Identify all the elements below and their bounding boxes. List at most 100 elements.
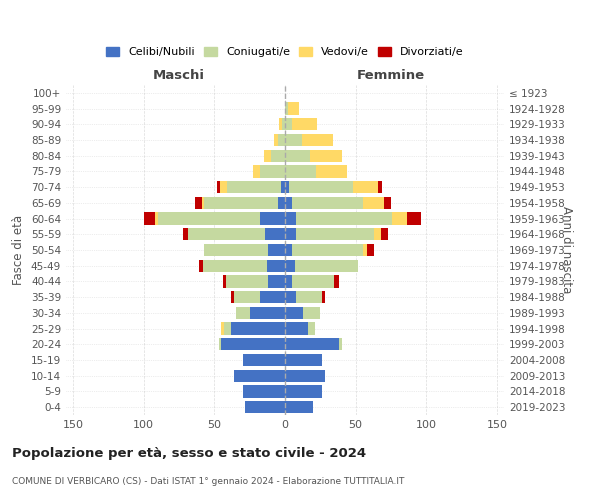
Bar	[285, 150, 310, 162]
Bar	[234, 291, 260, 304]
Bar	[253, 166, 260, 177]
Bar	[226, 276, 268, 287]
Bar	[285, 118, 292, 130]
Y-axis label: Anni di nascita: Anni di nascita	[560, 206, 572, 294]
Bar	[285, 338, 338, 350]
Bar	[285, 228, 296, 240]
Bar	[280, 118, 282, 130]
Text: COMUNE DI VERBICARO (CS) - Dati ISTAT 1° gennaio 2024 - Elaborazione TUTTITALIA.: COMUNE DI VERBICARO (CS) - Dati ISTAT 1°…	[12, 478, 404, 486]
Bar	[308, 322, 314, 334]
Bar	[292, 196, 363, 209]
Bar	[266, 260, 285, 272]
Bar	[285, 181, 289, 194]
Bar	[296, 291, 322, 304]
Bar	[281, 181, 285, 194]
Bar	[285, 276, 292, 287]
Bar	[218, 338, 221, 350]
Bar	[260, 166, 285, 177]
Bar	[285, 196, 292, 209]
Bar	[285, 322, 308, 334]
Bar	[242, 354, 285, 366]
Bar	[338, 338, 341, 350]
Bar	[292, 276, 334, 287]
Bar	[285, 386, 322, 398]
Bar	[285, 370, 325, 382]
Bar	[183, 228, 188, 240]
Bar	[316, 166, 347, 177]
Bar	[144, 212, 155, 224]
Bar	[260, 212, 285, 224]
Bar	[221, 338, 285, 350]
Bar	[392, 212, 407, 224]
Bar	[296, 228, 374, 240]
Bar	[285, 306, 304, 319]
Bar	[285, 212, 296, 224]
Bar	[374, 228, 381, 240]
Bar	[203, 260, 266, 272]
Bar	[274, 134, 278, 146]
Bar	[199, 260, 203, 272]
Text: Femmine: Femmine	[357, 69, 425, 82]
Bar	[217, 181, 220, 194]
Bar	[289, 181, 353, 194]
Bar	[194, 196, 202, 209]
Bar	[282, 118, 285, 130]
Bar	[245, 401, 285, 413]
Bar	[205, 244, 268, 256]
Bar	[285, 260, 295, 272]
Bar	[334, 276, 338, 287]
Bar	[367, 244, 374, 256]
Bar	[232, 322, 285, 334]
Bar	[353, 181, 378, 194]
Bar	[268, 244, 285, 256]
Bar	[292, 244, 363, 256]
Bar	[285, 166, 316, 177]
Bar	[250, 306, 285, 319]
Bar	[304, 306, 320, 319]
Bar	[223, 276, 226, 287]
Bar	[220, 181, 227, 194]
Y-axis label: Fasce di età: Fasce di età	[13, 215, 25, 285]
Bar	[260, 291, 285, 304]
Bar	[278, 134, 285, 146]
Bar	[295, 260, 358, 272]
Bar	[264, 150, 271, 162]
Bar	[407, 212, 421, 224]
Bar	[265, 228, 285, 240]
Bar	[292, 118, 317, 130]
Bar	[378, 181, 382, 194]
Bar	[236, 306, 250, 319]
Bar	[205, 196, 278, 209]
Bar	[268, 276, 285, 287]
Bar	[155, 212, 158, 224]
Bar	[285, 401, 313, 413]
Bar	[224, 322, 232, 334]
Bar	[285, 244, 292, 256]
Bar	[285, 134, 302, 146]
Bar	[221, 322, 224, 334]
Bar	[234, 370, 285, 382]
Bar	[202, 196, 205, 209]
Bar	[271, 150, 285, 162]
Bar	[158, 212, 260, 224]
Bar	[188, 228, 265, 240]
Bar	[322, 291, 325, 304]
Text: Popolazione per età, sesso e stato civile - 2024: Popolazione per età, sesso e stato civil…	[12, 448, 366, 460]
Bar	[363, 196, 384, 209]
Bar	[381, 228, 388, 240]
Bar	[285, 291, 296, 304]
Legend: Celibi/Nubili, Coniugati/e, Vedovi/e, Divorziati/e: Celibi/Nubili, Coniugati/e, Vedovi/e, Di…	[104, 44, 466, 59]
Bar	[363, 244, 367, 256]
Bar	[302, 134, 333, 146]
Bar	[232, 291, 234, 304]
Bar	[285, 354, 322, 366]
Bar	[288, 102, 299, 115]
Bar	[310, 150, 341, 162]
Text: Maschi: Maschi	[153, 69, 205, 82]
Bar	[278, 196, 285, 209]
Bar	[242, 386, 285, 398]
Bar	[296, 212, 392, 224]
Bar	[227, 181, 281, 194]
Bar	[384, 196, 391, 209]
Bar	[285, 102, 288, 115]
